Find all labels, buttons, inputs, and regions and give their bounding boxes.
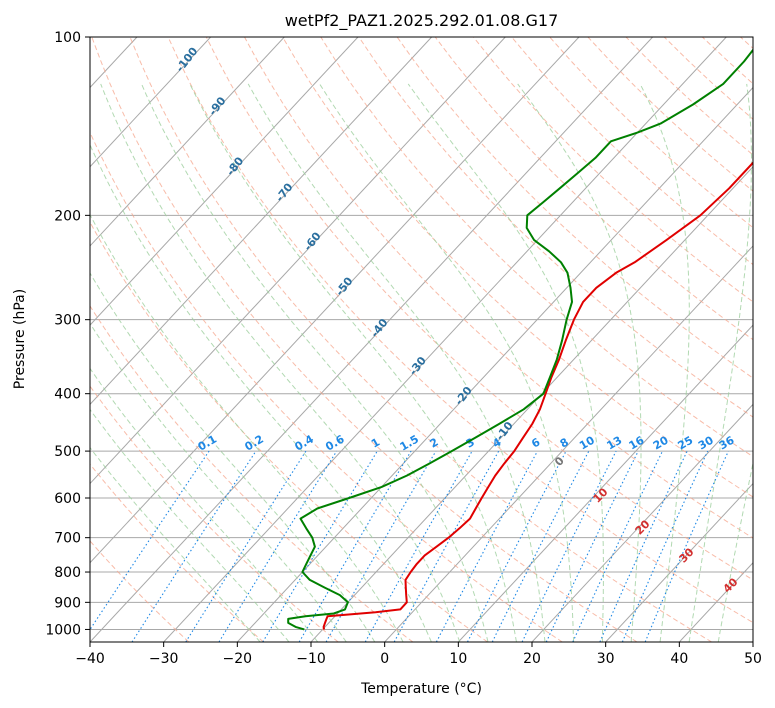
x-tick-label: 10 [449, 651, 467, 667]
moist-adiabat-line [407, 83, 604, 642]
dry-adiabat-line [90, 131, 563, 642]
y-tick-label: 700 [54, 531, 81, 547]
moist-adiabat-line [90, 408, 290, 642]
moist-adiabat-line [639, 83, 690, 642]
mixing-ratio-line [131, 450, 257, 642]
x-tick-label: −40 [75, 651, 105, 667]
dry-adiabat-line [90, 540, 190, 642]
plot-area [90, 37, 753, 642]
y-tick-label: 300 [54, 313, 81, 329]
plot-frame [89, 36, 754, 643]
y-tick-label: 600 [54, 491, 81, 507]
isotherm-line [90, 37, 212, 168]
mixing-ratio-line [185, 450, 307, 642]
isotherm-line [236, 86, 753, 642]
moist-adiabat-line [319, 83, 575, 642]
mixing-ratio-line [491, 450, 590, 642]
mixing-ratio-line [644, 450, 729, 642]
moist-adiabat-line [90, 213, 404, 642]
isotherm-line [605, 482, 753, 642]
isotherm-line [0, 37, 63, 642]
moist-adiabat-line [90, 367, 319, 642]
mixing-ratio-line [393, 450, 500, 642]
dry-adiabat-line [244, 37, 753, 539]
mixing-ratio-line [621, 450, 709, 642]
x-tick-label: 20 [523, 651, 541, 667]
dry-adiabat-line [167, 37, 753, 624]
x-tick-label: −10 [296, 651, 326, 667]
x-tick-label: −30 [149, 651, 179, 667]
x-tick-label: −20 [223, 651, 253, 667]
moist-adiabat-line [100, 83, 461, 642]
y-tick-label: 900 [54, 595, 81, 611]
isotherm-line [90, 37, 359, 326]
dry-adiabat-line [282, 37, 753, 498]
x-tick-label: 30 [597, 651, 615, 667]
isotherm-line [752, 641, 753, 642]
dry-adiabat-line [434, 37, 753, 341]
isotherm-line [457, 324, 753, 642]
mixing-ratio-line [435, 450, 538, 642]
mixing-ratio-line [218, 450, 338, 642]
dry-adiabat-line [473, 37, 753, 303]
moist-adiabat-line [517, 83, 642, 642]
moist-adiabat-line [688, 83, 753, 642]
isotherm-line [90, 37, 654, 642]
moist-adiabat-line [90, 446, 261, 642]
moist-adiabat-line [717, 461, 753, 642]
isotherm-line [384, 245, 753, 642]
x-tick-label: 0 [380, 651, 389, 667]
chart-title: wetPf2_PAZ1.2025.292.01.08.G17 [285, 11, 559, 31]
dry-adiabat-line [358, 37, 753, 418]
mixing-ratio-line [364, 450, 473, 642]
x-tick-label: 40 [670, 651, 688, 667]
moist-adiabat-line [247, 83, 546, 642]
moist-adiabat-line [141, 83, 489, 642]
temperature-profile-line [322, 161, 753, 630]
isotherm-line [90, 37, 580, 564]
dewpoint-profile-line [287, 48, 753, 631]
plot-content: -100-90-80-70-60-50-40-30-20-100.1 0.2 0.4… [0, 37, 753, 642]
dry-adiabat-line [90, 463, 264, 642]
moist-adiabat-line [189, 83, 517, 642]
x-tick-label: 50 [744, 651, 762, 667]
y-tick-label: 1000 [45, 622, 81, 638]
y-tick-label: 800 [54, 565, 81, 581]
axes: −40 −30 −20 −10 0 10 20 30 40 50 100 200 300 400 500 60… [45, 30, 762, 667]
x-axis-title: Temperature (°C) [360, 681, 482, 697]
mixing-ratio-line [521, 450, 617, 642]
y-tick-label: 400 [54, 387, 81, 403]
dry-adiabat-line [129, 37, 712, 642]
mixing-ratio-line [90, 450, 210, 631]
isotherm-line [90, 37, 433, 406]
isotherm-line [531, 403, 753, 642]
y-tick-label: 100 [54, 30, 81, 46]
isotherm-line [90, 37, 285, 247]
isotherm-line [90, 37, 506, 485]
dry-adiabat-line [320, 37, 753, 458]
y-tick-label: 500 [54, 444, 81, 460]
dry-adiabat-line [90, 221, 488, 642]
y-tick-label: 200 [54, 208, 81, 224]
moist-adiabat-line [90, 322, 347, 642]
moist-adiabat-line [90, 143, 432, 642]
isotherm-line [163, 37, 727, 642]
y-axis-title: Pressure (hPa) [12, 289, 28, 389]
dry-adiabat-line [90, 305, 414, 642]
